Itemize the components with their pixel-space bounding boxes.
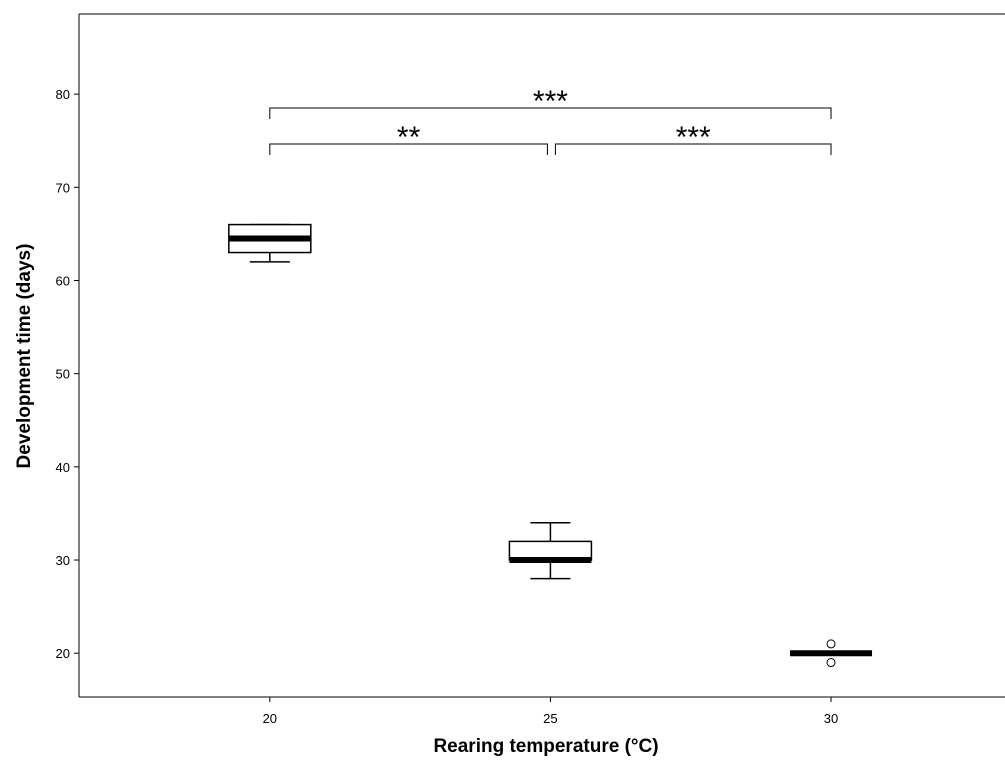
significance-label: ** [397,121,421,154]
x-tick-label: 30 [824,711,838,726]
significance-label: *** [676,121,711,154]
x-axis-title: Rearing temperature (°C) [433,736,658,757]
significance-bracket [554,143,832,155]
significance-label: *** [533,85,568,118]
y-tick-label: 40 [56,460,70,475]
y-axis-title: Development time (days) [14,244,35,469]
outlier [826,639,836,649]
y-tick-label: 30 [56,553,70,568]
y-tick-label: 70 [56,180,70,195]
y-tick-label: 80 [56,87,70,102]
significance-bracket [269,143,548,155]
x-tick-label: 20 [263,711,277,726]
y-tick-label: 50 [56,367,70,382]
x-tick-label: 25 [543,711,557,726]
y-tick-label: 60 [56,273,70,288]
outlier [826,658,836,668]
y-tick-label: 20 [56,646,70,661]
significance-bracket [269,107,832,119]
